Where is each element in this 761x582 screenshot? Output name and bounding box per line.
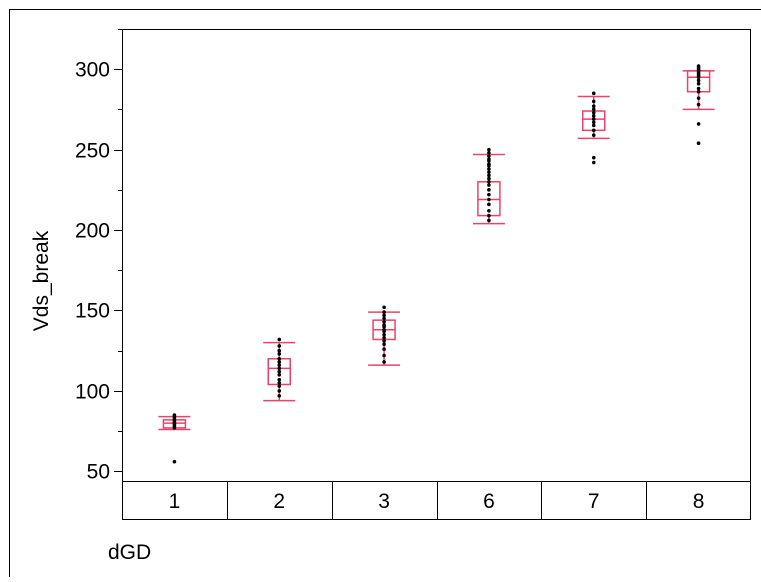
data-point <box>382 327 386 332</box>
data-point <box>277 381 282 385</box>
x-tick-label-8: 8 <box>693 490 705 513</box>
x-tick-label-1: 1 <box>169 490 181 513</box>
data-point <box>382 353 386 358</box>
data-point <box>382 342 386 347</box>
data-point <box>696 78 701 83</box>
data-point <box>277 389 282 393</box>
data-point <box>382 316 386 321</box>
data-point <box>591 160 596 165</box>
y-tick-label-300: 300 <box>75 59 110 82</box>
data-point <box>696 64 701 68</box>
data-point <box>277 356 282 361</box>
y-tick-label-250: 250 <box>75 140 110 163</box>
data-point <box>487 157 491 162</box>
y-tick-label-50: 50 <box>87 461 110 484</box>
data-point <box>487 192 491 197</box>
data-point <box>277 393 282 398</box>
data-point <box>382 339 386 343</box>
data-point <box>591 91 596 96</box>
data-point <box>382 319 386 324</box>
data-point <box>591 107 596 112</box>
data-point <box>277 348 282 353</box>
data-point <box>382 347 386 351</box>
data-point <box>591 123 596 128</box>
data-point <box>487 208 491 213</box>
data-point <box>382 310 386 314</box>
y-tick-label-100: 100 <box>75 381 110 404</box>
data-point <box>591 117 596 121</box>
category-table-frame <box>122 481 751 520</box>
x-tick-label-2: 2 <box>273 490 285 513</box>
x-tick-label-7: 7 <box>588 490 600 513</box>
y-tick-label-150: 150 <box>75 300 110 323</box>
data-point <box>591 133 596 137</box>
data-point <box>487 180 491 184</box>
data-point <box>382 323 386 327</box>
data-point <box>487 213 491 218</box>
data-point <box>591 155 596 160</box>
y-tick-label-200: 200 <box>75 220 110 243</box>
y-axis-label: Vds_break <box>30 230 53 331</box>
data-point <box>487 167 491 171</box>
data-point <box>591 128 596 133</box>
data-point <box>172 459 177 464</box>
data-point <box>382 313 386 318</box>
data-point <box>487 151 491 155</box>
boxes <box>158 70 715 431</box>
data-point <box>277 366 282 371</box>
data-points <box>172 64 701 464</box>
data-point <box>277 369 282 374</box>
data-point <box>696 89 701 94</box>
data-point <box>277 373 282 377</box>
data-point <box>487 202 491 207</box>
data-point <box>696 141 701 146</box>
x-axis-label: dGD <box>108 541 151 564</box>
data-point <box>696 122 701 126</box>
data-point <box>696 102 701 107</box>
data-point <box>696 86 701 91</box>
data-point <box>277 360 282 364</box>
plot-frame <box>122 29 751 482</box>
data-point <box>591 110 596 115</box>
data-point <box>487 170 491 174</box>
data-point <box>487 183 491 187</box>
data-point <box>487 197 491 202</box>
data-point <box>591 104 596 109</box>
data-point <box>382 332 386 337</box>
x-tick-label-3: 3 <box>378 490 390 513</box>
data-point <box>487 188 491 192</box>
data-point <box>591 99 596 104</box>
data-point <box>487 162 491 166</box>
data-point <box>277 337 282 342</box>
data-point <box>382 305 386 310</box>
data-point <box>487 154 491 158</box>
data-point <box>591 120 596 125</box>
x-axis-category-table: 1 2 3 6 7 8 <box>122 481 751 520</box>
data-point <box>382 360 386 364</box>
x-tick-label-6: 6 <box>483 490 495 513</box>
data-point <box>277 363 282 367</box>
data-point <box>172 413 177 417</box>
data-point <box>277 352 282 356</box>
data-point <box>277 384 282 388</box>
data-point <box>277 344 282 348</box>
data-point <box>277 377 282 382</box>
data-point <box>382 336 386 340</box>
data-point <box>591 114 596 118</box>
data-point <box>696 81 701 86</box>
data-point <box>487 173 491 178</box>
data-point <box>487 218 491 223</box>
data-point <box>487 176 491 181</box>
y-axis: 50 100 150 200 250 300 <box>75 29 122 484</box>
data-point <box>696 96 701 100</box>
data-point <box>487 147 491 152</box>
